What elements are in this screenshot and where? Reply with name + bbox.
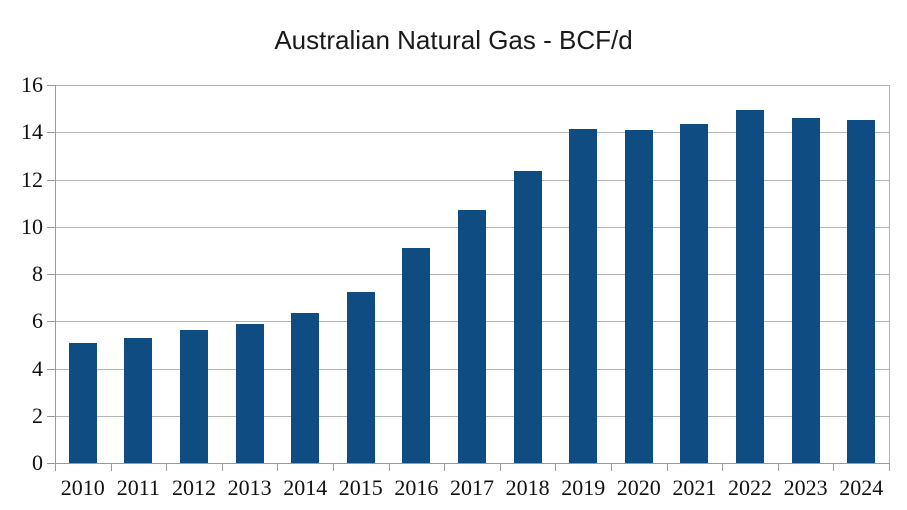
y-axis-line — [55, 85, 56, 463]
gridline-y-12 — [55, 179, 889, 181]
x-tick-label: 2018 — [505, 475, 550, 500]
bar-2016 — [402, 248, 431, 463]
x-axis-tick — [277, 463, 279, 471]
x-axis-tick — [333, 463, 334, 471]
x-tick-label: 2016 — [394, 475, 439, 500]
y-tick-label: 4 — [32, 355, 43, 381]
x-tick-label: 2014 — [283, 475, 328, 500]
x-axis-tick — [55, 463, 56, 471]
x-tick-label: 2020 — [616, 475, 661, 500]
bar-2024 — [847, 120, 876, 463]
bar-2010 — [68, 342, 97, 463]
x-tick-label: 2024 — [839, 475, 884, 500]
bar-2023 — [791, 118, 820, 463]
y-axis-tick — [47, 85, 55, 86]
y-axis-tick — [47, 463, 55, 464]
x-tick-label: 2022 — [727, 475, 772, 500]
bar-2014 — [291, 312, 320, 463]
x-axis-tick — [388, 463, 390, 471]
x-tick-label: 2019 — [561, 475, 606, 500]
x-axis-tick — [666, 463, 668, 471]
bar-2018 — [513, 171, 542, 463]
bar-2015 — [346, 291, 375, 463]
y-tick-label: 2 — [32, 402, 43, 428]
bar-2011 — [124, 337, 153, 463]
x-tick-label: 2017 — [449, 475, 494, 500]
x-tick-label: 2011 — [116, 475, 160, 500]
x-axis-line — [55, 463, 890, 464]
gridline-y-16 — [55, 85, 889, 86]
y-tick-label: 12 — [21, 166, 43, 192]
y-axis-tick — [47, 132, 55, 134]
y-tick-label: 10 — [21, 213, 43, 239]
gridline-y-14 — [55, 132, 889, 134]
bar-2013 — [235, 323, 264, 463]
y-tick-label: 6 — [32, 308, 43, 334]
bar-2017 — [458, 210, 486, 463]
x-axis-tick — [110, 463, 112, 471]
bar-2021 — [680, 123, 709, 463]
y-tick-label: 0 — [32, 450, 43, 475]
x-axis-tick — [555, 463, 557, 471]
x-tick-label: 2015 — [338, 475, 383, 500]
y-axis-tick — [47, 368, 55, 370]
x-axis-tick — [777, 463, 779, 471]
x-axis-tick — [444, 463, 446, 471]
y-axis-tick — [47, 179, 55, 181]
y-axis-tick — [47, 274, 55, 275]
bar-2019 — [569, 128, 598, 463]
x-tick-label: 2012 — [171, 475, 216, 500]
y-tick-label: 16 — [21, 72, 43, 97]
x-tick-label: 2021 — [672, 475, 717, 500]
bar-2022 — [736, 109, 764, 463]
bar-2012 — [180, 329, 208, 463]
x-tick-label: 2023 — [783, 475, 828, 500]
y-axis-tick — [47, 415, 55, 417]
y-tick-label: 14 — [21, 119, 43, 145]
x-tick-label: 2013 — [227, 475, 272, 500]
chart-title: Australian Natural Gas - BCF/d — [274, 25, 633, 55]
x-axis-tick — [499, 463, 501, 471]
x-tick-label: 2010 — [60, 475, 105, 500]
y-axis-tick — [47, 226, 55, 228]
x-axis-tick — [221, 463, 223, 471]
x-axis-tick — [166, 463, 168, 471]
plot-right-border — [889, 85, 890, 463]
bar-2020 — [624, 129, 653, 463]
y-axis-tick — [47, 321, 55, 323]
x-axis-tick — [611, 463, 612, 471]
x-axis-tick — [889, 463, 890, 471]
x-axis-tick — [722, 463, 724, 471]
x-axis-tick — [833, 463, 835, 471]
y-tick-label: 8 — [32, 261, 43, 286]
